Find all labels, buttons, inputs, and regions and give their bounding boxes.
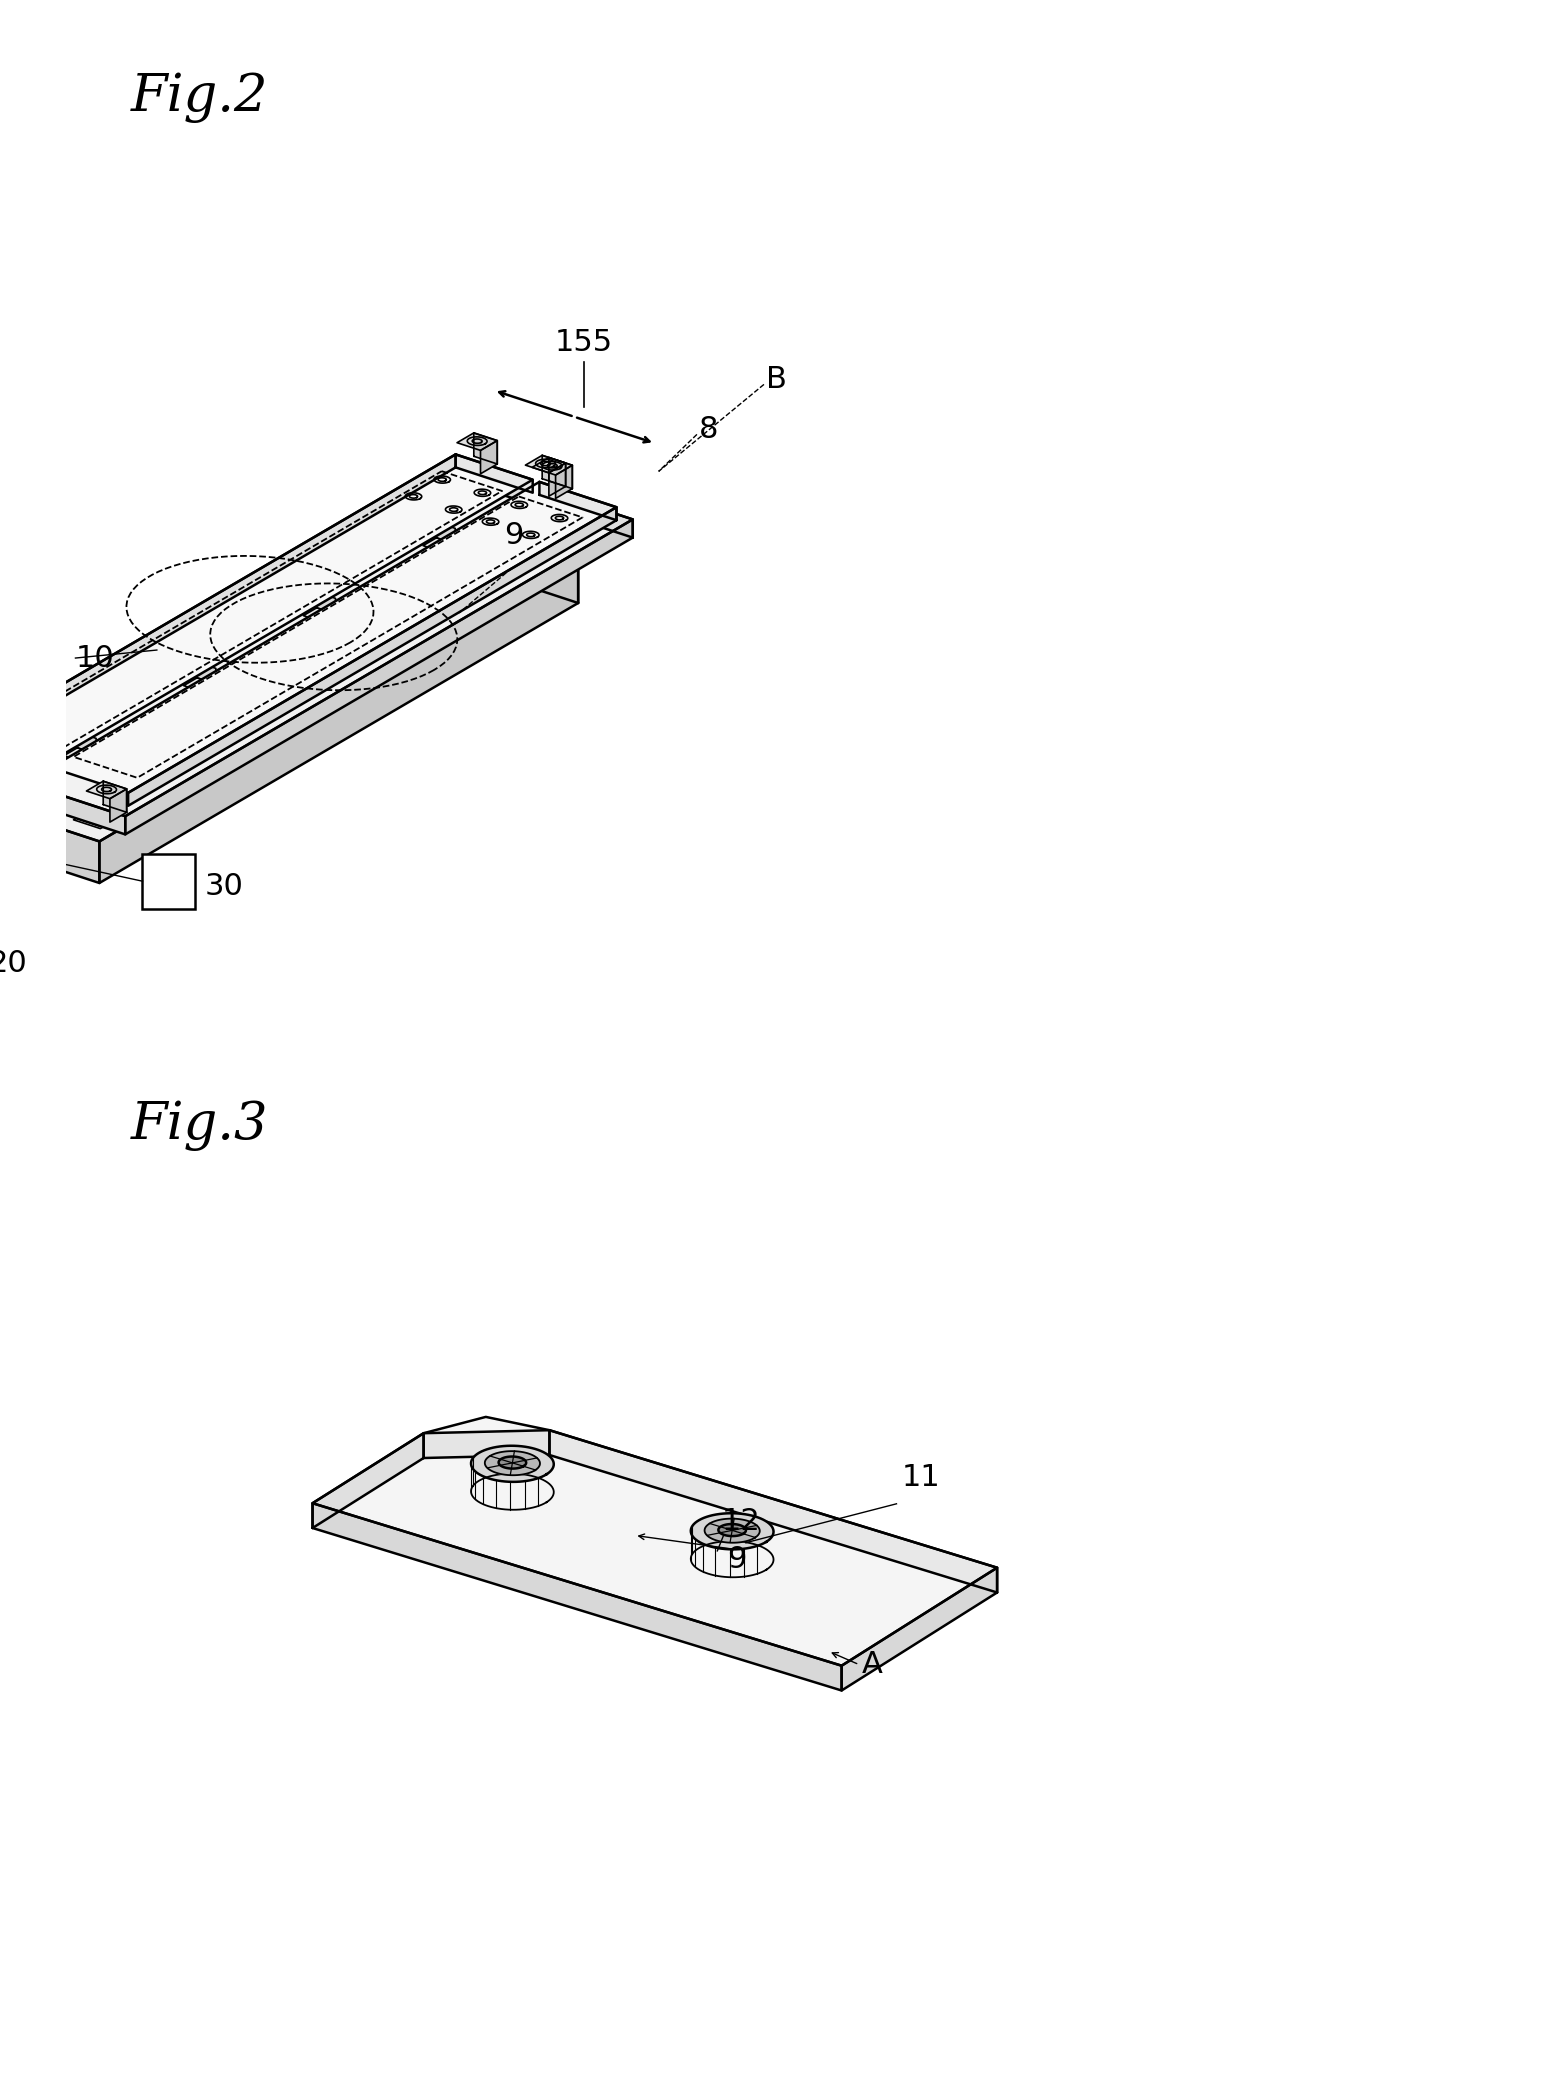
Polygon shape xyxy=(0,758,126,835)
Polygon shape xyxy=(73,553,556,829)
Text: Fig.2: Fig.2 xyxy=(130,71,269,123)
Polygon shape xyxy=(0,455,533,766)
Polygon shape xyxy=(533,457,573,476)
Polygon shape xyxy=(0,528,478,849)
Polygon shape xyxy=(312,1417,997,1665)
Polygon shape xyxy=(452,459,632,538)
Polygon shape xyxy=(238,695,270,710)
Polygon shape xyxy=(556,465,573,499)
Polygon shape xyxy=(312,1434,424,1528)
Polygon shape xyxy=(130,749,149,772)
Polygon shape xyxy=(183,678,216,691)
Text: 30: 30 xyxy=(205,872,244,902)
Polygon shape xyxy=(87,781,127,799)
Polygon shape xyxy=(542,455,565,486)
Polygon shape xyxy=(0,808,99,883)
Polygon shape xyxy=(357,626,390,639)
Polygon shape xyxy=(550,1430,997,1592)
Polygon shape xyxy=(0,528,578,841)
Text: 9: 9 xyxy=(727,1544,745,1574)
Polygon shape xyxy=(99,561,578,883)
Polygon shape xyxy=(0,459,632,816)
Polygon shape xyxy=(303,607,335,622)
Polygon shape xyxy=(457,432,497,451)
Polygon shape xyxy=(480,440,497,474)
Polygon shape xyxy=(471,1446,554,1482)
Polygon shape xyxy=(78,733,96,753)
Polygon shape xyxy=(842,1567,997,1690)
Text: A: A xyxy=(862,1651,884,1680)
Polygon shape xyxy=(118,766,149,778)
Text: 11: 11 xyxy=(901,1463,940,1492)
Polygon shape xyxy=(127,507,617,806)
Polygon shape xyxy=(64,747,96,762)
Text: 9: 9 xyxy=(505,522,523,551)
Text: 20: 20 xyxy=(0,950,28,979)
Polygon shape xyxy=(436,522,455,545)
Bar xyxy=(143,854,196,908)
Text: 155: 155 xyxy=(554,328,613,357)
Polygon shape xyxy=(485,1450,540,1476)
Polygon shape xyxy=(422,538,455,551)
Polygon shape xyxy=(705,1519,759,1542)
Polygon shape xyxy=(548,457,573,488)
Polygon shape xyxy=(250,680,270,701)
Polygon shape xyxy=(47,524,502,812)
Text: Fig.3: Fig.3 xyxy=(130,1100,269,1152)
Polygon shape xyxy=(719,1524,745,1536)
Polygon shape xyxy=(455,455,533,493)
Polygon shape xyxy=(491,541,509,561)
Polygon shape xyxy=(51,482,617,793)
Polygon shape xyxy=(525,455,565,474)
Text: 12: 12 xyxy=(722,1507,761,1536)
Polygon shape xyxy=(691,1513,773,1549)
Polygon shape xyxy=(0,824,23,881)
Polygon shape xyxy=(20,536,502,812)
Polygon shape xyxy=(548,463,565,497)
Polygon shape xyxy=(478,528,578,603)
Polygon shape xyxy=(0,459,452,774)
Polygon shape xyxy=(499,1457,526,1469)
Polygon shape xyxy=(477,555,509,570)
Text: 10: 10 xyxy=(76,643,115,672)
Polygon shape xyxy=(370,609,390,632)
Polygon shape xyxy=(317,593,335,614)
Polygon shape xyxy=(110,789,127,822)
Polygon shape xyxy=(0,824,56,849)
Polygon shape xyxy=(539,482,617,520)
Polygon shape xyxy=(474,432,497,463)
Polygon shape xyxy=(424,1430,550,1459)
Text: 8: 8 xyxy=(699,415,719,445)
Polygon shape xyxy=(528,532,556,563)
Polygon shape xyxy=(312,1503,842,1690)
Text: B: B xyxy=(766,365,787,394)
Polygon shape xyxy=(126,520,632,835)
Polygon shape xyxy=(0,839,33,891)
Polygon shape xyxy=(102,781,127,812)
Polygon shape xyxy=(197,662,216,685)
Polygon shape xyxy=(0,455,455,753)
Polygon shape xyxy=(475,515,502,545)
